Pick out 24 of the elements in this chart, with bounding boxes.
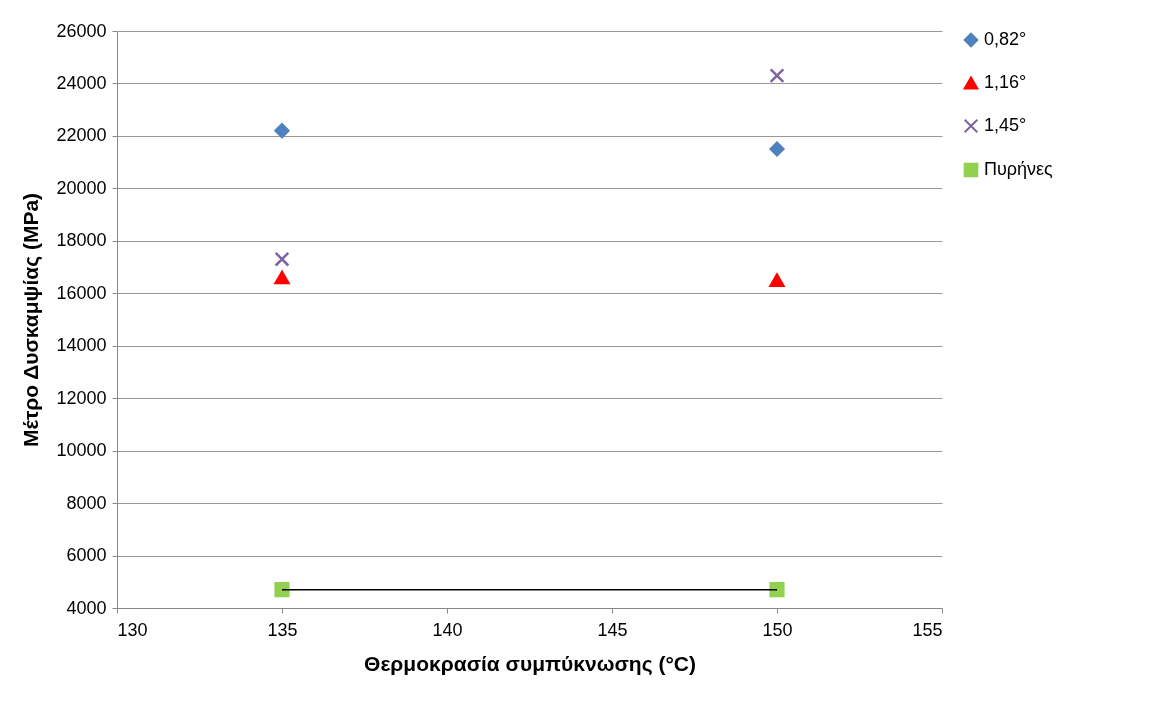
x-tick-label: 155 [912,619,943,640]
y-tick-label: 6000 [66,545,107,566]
legend-label: 0,82° [984,29,1027,49]
legend-label: Πυρήνες [984,159,1054,179]
y-tick-label: 16000 [56,282,107,303]
y-tick-label: 12000 [56,387,107,408]
x-tick-label: 130 [117,619,148,640]
y-tick-label: 22000 [56,125,107,146]
y-tick-label: 18000 [56,230,107,251]
y-tick-label: 8000 [66,492,107,513]
y-tick-label: 4000 [66,597,107,618]
y-axis-title: Μέτρο Δυσκαμψίας (MPa) [19,192,44,448]
x-axis-title: Θερμοκρασία συμπύκνωσης (°C) [364,651,696,676]
x-tick-label: 145 [597,619,628,640]
y-tick-label: 20000 [56,177,107,198]
legend-label: 1,45° [984,115,1027,135]
x-tick-label: 140 [432,619,463,640]
legend-label: 1,16° [984,72,1027,92]
y-tick-label: 26000 [56,20,107,41]
y-tick-label: 24000 [56,72,107,93]
y-tick-label: 10000 [56,440,107,461]
y-tick-label: 14000 [56,335,107,356]
x-tick-label: 135 [267,619,298,640]
x-tick-label: 150 [762,619,793,640]
